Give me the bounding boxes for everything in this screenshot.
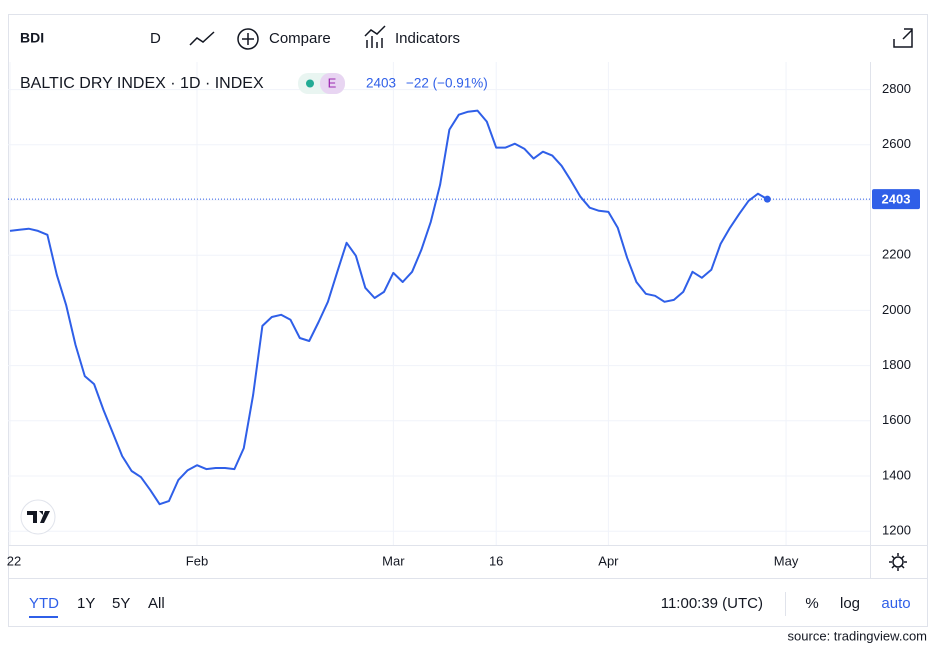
x-tick-label: 16 bbox=[489, 553, 503, 568]
legend-change: −22 (−0.91%) bbox=[406, 76, 488, 91]
symbol[interactable]: BDI bbox=[20, 30, 44, 46]
chart-type-icon[interactable] bbox=[189, 31, 215, 46]
legend-last-value: 2403 bbox=[366, 76, 396, 91]
price-tag bbox=[872, 189, 920, 210]
x-tick-label: Feb bbox=[186, 553, 208, 568]
source: source: tradingview.com bbox=[788, 628, 927, 643]
market-status-dot bbox=[306, 79, 314, 88]
y-tick-label: 1600 bbox=[882, 412, 911, 427]
indicators-button[interactable]: Indicators bbox=[395, 30, 460, 47]
y-tick-label: 2600 bbox=[882, 136, 911, 151]
y-tick-label: 2800 bbox=[882, 81, 911, 96]
range-button[interactable]: 5Y bbox=[112, 595, 130, 612]
x-tick-label: May bbox=[774, 553, 799, 568]
range-button[interactable]: 1Y bbox=[77, 595, 95, 612]
axes: 12001400160018002000220024002600280022Fe… bbox=[7, 81, 920, 568]
y-tick-label: 1200 bbox=[882, 523, 911, 538]
compare-icon[interactable] bbox=[237, 28, 259, 50]
legend-title: BALTIC DRY INDEX · 1D · INDEX bbox=[20, 75, 264, 92]
x-tick-label: Mar bbox=[382, 553, 405, 568]
settings-teeth bbox=[889, 553, 907, 571]
tv-logo-mark bbox=[27, 511, 50, 523]
grid bbox=[8, 62, 870, 545]
price-line bbox=[9, 109, 768, 506]
chart-frame bbox=[8, 14, 928, 627]
y-tick-label: 2000 bbox=[882, 302, 911, 317]
clock[interactable]: 11:00:39 (UTC) bbox=[661, 595, 763, 612]
range-button[interactable]: YTD bbox=[29, 595, 59, 612]
tv-logo[interactable] bbox=[20, 499, 56, 535]
indicators-icon[interactable] bbox=[364, 25, 386, 48]
price-tag-label: 2403 bbox=[882, 192, 911, 207]
log-toggle[interactable]: log bbox=[840, 595, 860, 612]
last-point bbox=[763, 195, 771, 203]
compare-plus bbox=[242, 33, 254, 45]
settings-icon[interactable] bbox=[892, 556, 904, 568]
percent-toggle[interactable]: % bbox=[805, 595, 818, 612]
y-tick-label: 2200 bbox=[882, 247, 911, 262]
x-tick-label: Apr bbox=[598, 553, 619, 568]
plot-area bbox=[8, 109, 870, 506]
earnings-pill[interactable] bbox=[320, 73, 345, 94]
auto-toggle[interactable]: auto bbox=[881, 595, 910, 612]
interval[interactable]: D bbox=[150, 30, 161, 47]
earnings-badge: E bbox=[328, 75, 337, 90]
x-tick-label: 22 bbox=[7, 553, 21, 568]
range-button[interactable]: All bbox=[148, 595, 165, 612]
compare-button[interactable]: Compare bbox=[269, 30, 331, 47]
y-tick-label: 1800 bbox=[882, 357, 911, 372]
y-tick-label: 1400 bbox=[882, 467, 911, 482]
fullscreen-icon[interactable] bbox=[893, 28, 913, 48]
